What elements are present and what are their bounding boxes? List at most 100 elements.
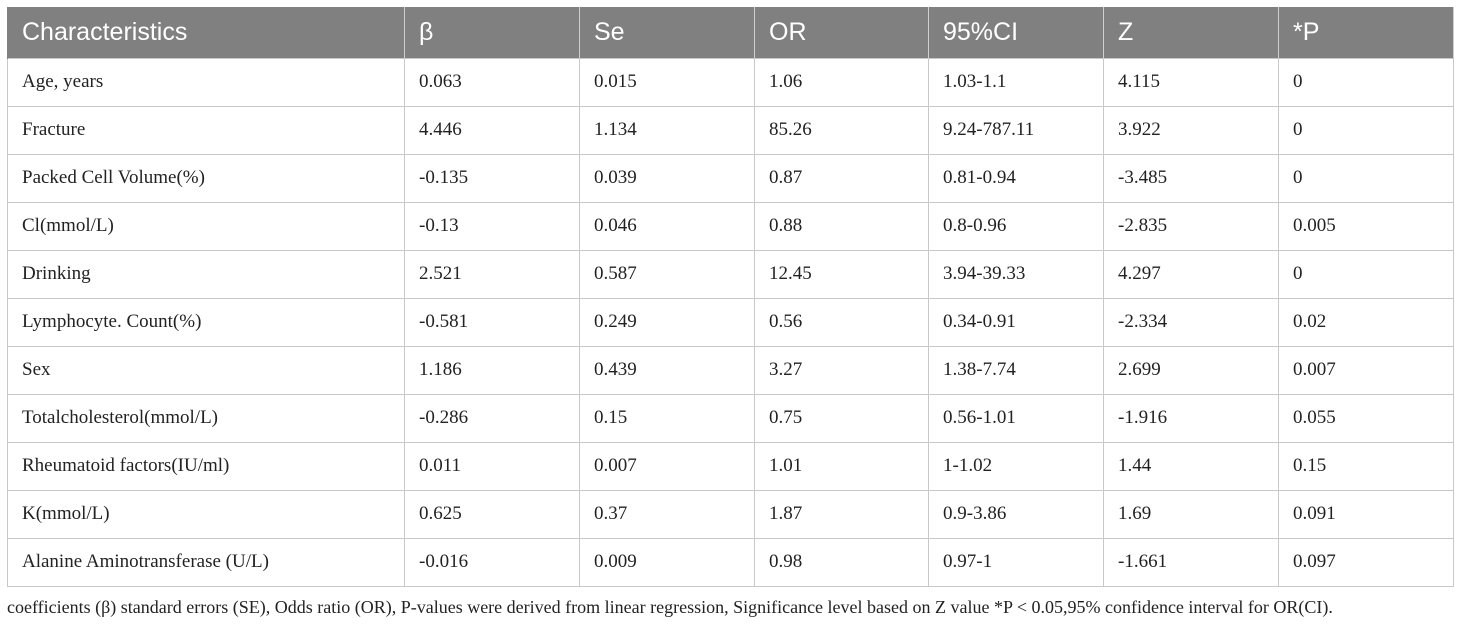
cell-characteristic: Totalcholesterol(mmol/L) — [7, 393, 405, 443]
cell-z: -1.661 — [1103, 537, 1279, 587]
cell-beta: 1.186 — [404, 345, 580, 395]
cell-p: 0.15 — [1278, 441, 1454, 491]
cell-beta: 0.011 — [404, 441, 580, 491]
regression-table: Characteristics β Se OR 95%CI Z *P Age, … — [7, 7, 1454, 587]
cell-beta: 0.625 — [404, 489, 580, 539]
cell-se: 0.439 — [579, 345, 755, 395]
table-row: Lymphocyte. Count(%) -0.581 0.249 0.56 0.34-… — [7, 297, 1454, 347]
cell-characteristic: Rheumatoid factors(IU/ml) — [7, 441, 405, 491]
cell-or: 3.27 — [754, 345, 929, 395]
cell-beta: -0.135 — [404, 153, 580, 203]
header-p: *P — [1278, 7, 1454, 58]
table-row: Fracture 4.446 1.134 85.26 9.24-787.11 3.922 0 — [7, 105, 1454, 155]
cell-z: 4.297 — [1103, 249, 1279, 299]
cell-or: 0.88 — [754, 201, 929, 251]
cell-se: 0.015 — [579, 57, 755, 107]
cell-p: 0.007 — [1278, 345, 1454, 395]
cell-characteristic: Sex — [7, 345, 405, 395]
header-or: OR — [754, 7, 929, 58]
regression-table-container: Characteristics β Se OR 95%CI Z *P Age, … — [7, 7, 1454, 587]
table-row: Age, years 0.063 0.015 1.06 1.03-1.1 4.115 0 — [7, 57, 1454, 107]
cell-or: 0.75 — [754, 393, 929, 443]
cell-or: 0.87 — [754, 153, 929, 203]
cell-z: 2.699 — [1103, 345, 1279, 395]
cell-ci: 0.56-1.01 — [928, 393, 1104, 443]
cell-p: 0.091 — [1278, 489, 1454, 539]
cell-ci: 0.81-0.94 — [928, 153, 1104, 203]
cell-se: 0.37 — [579, 489, 755, 539]
cell-se: 0.009 — [579, 537, 755, 587]
cell-p: 0 — [1278, 153, 1454, 203]
cell-se: 0.587 — [579, 249, 755, 299]
cell-p: 0.02 — [1278, 297, 1454, 347]
cell-z: -2.334 — [1103, 297, 1279, 347]
cell-beta: -0.016 — [404, 537, 580, 587]
cell-ci: 3.94-39.33 — [928, 249, 1104, 299]
cell-ci: 0.9-3.86 — [928, 489, 1104, 539]
cell-se: 0.007 — [579, 441, 755, 491]
cell-characteristic: Fracture — [7, 105, 405, 155]
cell-se: 1.134 — [579, 105, 755, 155]
table-row: Rheumatoid factors(IU/ml) 0.011 0.007 1.01 1… — [7, 441, 1454, 491]
cell-z: -2.835 — [1103, 201, 1279, 251]
header-beta: β — [404, 7, 580, 58]
cell-ci: 1-1.02 — [928, 441, 1104, 491]
cell-characteristic: Cl(mmol/L) — [7, 201, 405, 251]
header-row: Characteristics β Se OR 95%CI Z *P — [7, 7, 1454, 58]
cell-p: 0.055 — [1278, 393, 1454, 443]
cell-se: 0.039 — [579, 153, 755, 203]
cell-p: 0 — [1278, 105, 1454, 155]
cell-or: 1.06 — [754, 57, 929, 107]
cell-p: 0 — [1278, 57, 1454, 107]
cell-or: 1.01 — [754, 441, 929, 491]
cell-characteristic: Lymphocyte. Count(%) — [7, 297, 405, 347]
table-row: Totalcholesterol(mmol/L) -0.286 0.15 0.75 0.… — [7, 393, 1454, 443]
cell-or: 12.45 — [754, 249, 929, 299]
table-row: Drinking 2.521 0.587 12.45 3.94-39.33 4.297 0 — [7, 249, 1454, 299]
cell-ci: 1.03-1.1 — [928, 57, 1104, 107]
cell-z: 4.115 — [1103, 57, 1279, 107]
cell-ci: 1.38-7.74 — [928, 345, 1104, 395]
header-95ci: 95%CI — [928, 7, 1104, 58]
cell-beta: -0.13 — [404, 201, 580, 251]
table-row: Sex 1.186 0.439 3.27 1.38-7.74 2.699 0.007 — [7, 345, 1454, 395]
cell-p: 0.005 — [1278, 201, 1454, 251]
table-row: K(mmol/L) 0.625 0.37 1.87 0.9-3.86 1.69 0.091 — [7, 489, 1454, 539]
cell-ci: 9.24-787.11 — [928, 105, 1104, 155]
cell-ci: 0.97-1 — [928, 537, 1104, 587]
cell-beta: -0.286 — [404, 393, 580, 443]
cell-or: 0.56 — [754, 297, 929, 347]
cell-characteristic: K(mmol/L) — [7, 489, 405, 539]
cell-ci: 0.8-0.96 — [928, 201, 1104, 251]
cell-z: 3.922 — [1103, 105, 1279, 155]
cell-characteristic: Age, years — [7, 57, 405, 107]
cell-beta: 0.063 — [404, 57, 580, 107]
cell-ci: 0.34-0.91 — [928, 297, 1104, 347]
header-se: Se — [579, 7, 755, 58]
cell-se: 0.249 — [579, 297, 755, 347]
cell-beta: 4.446 — [404, 105, 580, 155]
cell-or: 1.87 — [754, 489, 929, 539]
cell-or: 85.26 — [754, 105, 929, 155]
cell-p: 0 — [1278, 249, 1454, 299]
cell-z: 1.69 — [1103, 489, 1279, 539]
table-body: Age, years 0.063 0.015 1.06 1.03-1.1 4.115 0 Fr… — [7, 57, 1454, 587]
header-characteristics: Characteristics — [7, 7, 405, 58]
table-row: Cl(mmol/L) -0.13 0.046 0.88 0.8-0.96 -2.835 0.… — [7, 201, 1454, 251]
cell-characteristic: Packed Cell Volume(%) — [7, 153, 405, 203]
table-row: Packed Cell Volume(%) -0.135 0.039 0.87 0.81… — [7, 153, 1454, 203]
cell-p: 0.097 — [1278, 537, 1454, 587]
cell-z: 1.44 — [1103, 441, 1279, 491]
cell-or: 0.98 — [754, 537, 929, 587]
table-header: Characteristics β Se OR 95%CI Z *P — [7, 7, 1454, 58]
cell-z: -3.485 — [1103, 153, 1279, 203]
header-z: Z — [1103, 7, 1279, 58]
table-footnote: coefficients (β) standard errors (SE), O… — [7, 597, 1333, 617]
cell-characteristic: Alanine Aminotransferase (U/L) — [7, 537, 405, 587]
cell-se: 0.046 — [579, 201, 755, 251]
cell-beta: 2.521 — [404, 249, 580, 299]
cell-se: 0.15 — [579, 393, 755, 443]
cell-beta: -0.581 — [404, 297, 580, 347]
cell-z: -1.916 — [1103, 393, 1279, 443]
cell-characteristic: Drinking — [7, 249, 405, 299]
